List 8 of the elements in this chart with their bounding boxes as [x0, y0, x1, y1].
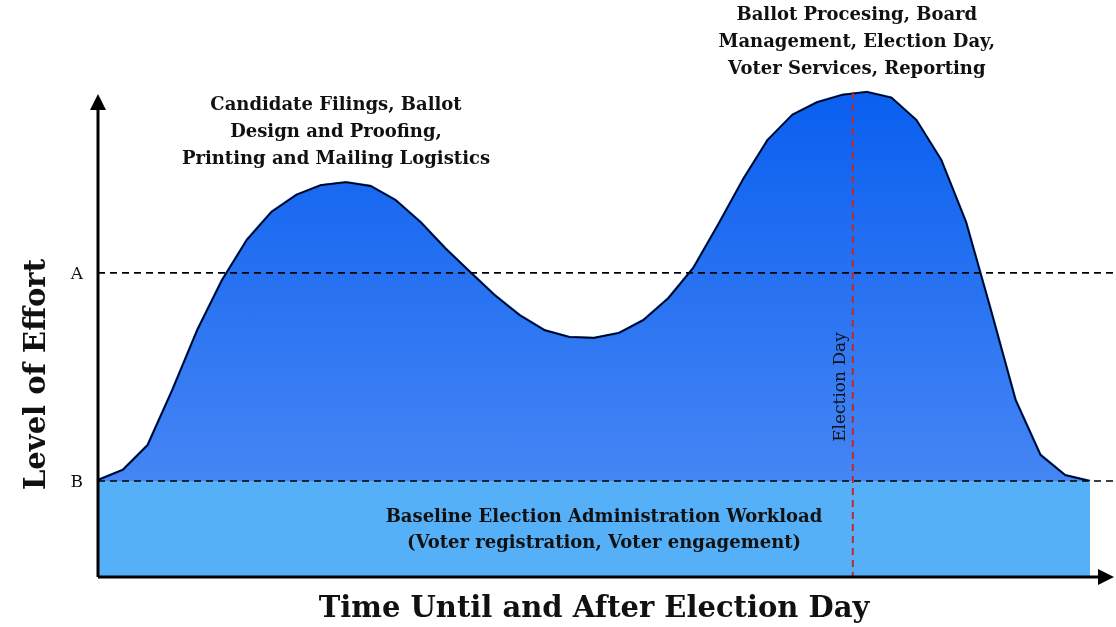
y-axis-title: Level of Effort [18, 258, 52, 491]
ref-line-label: B [70, 470, 83, 491]
annotation: Candidate Filings, Ballot Design and Proofing, Printing and Mailing Logistics [181, 93, 491, 169]
x-axis-title: Time Until and After Election Day [318, 590, 871, 624]
annotation: Election Day [828, 331, 849, 442]
ref-line-label: A [69, 262, 84, 283]
band-label: Baseline Election Administration Workload (Voter registration, Voter engagement) [385, 504, 823, 552]
text: Ballot Procesing, Board Management, Election Day, Voter Services, Reporting [718, 3, 996, 78]
